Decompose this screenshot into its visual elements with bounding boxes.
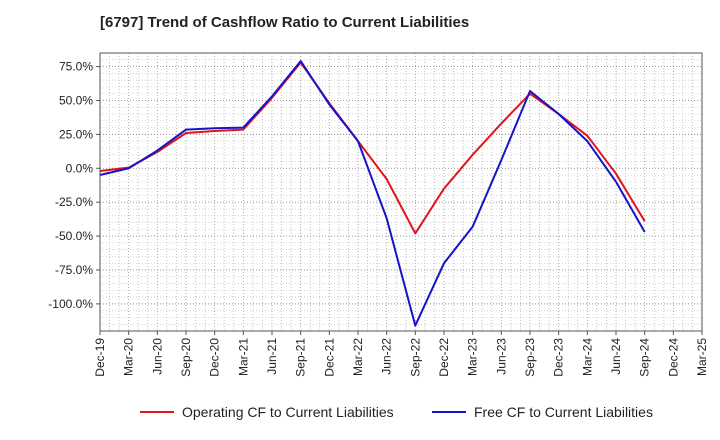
x-tick-label: Dec-19 — [93, 338, 107, 377]
x-tick-label: Dec-20 — [208, 338, 222, 377]
x-tick-label: Dec-22 — [437, 338, 451, 377]
x-tick-label: Sep-24 — [638, 338, 652, 377]
x-tick-label: Jun-22 — [380, 338, 394, 375]
x-tick-label: Sep-21 — [294, 338, 308, 377]
x-tick-label: Mar-21 — [236, 338, 250, 376]
y-tick-label: 50.0% — [59, 93, 93, 107]
x-tick-label: Jun-21 — [265, 338, 279, 375]
y-tick-label: -100.0% — [48, 297, 93, 311]
chart-title: [6797] Trend of Cashflow Ratio to Curren… — [100, 14, 470, 31]
y-tick-label: 0.0% — [66, 161, 94, 175]
x-tick-label: Sep-20 — [179, 338, 193, 377]
legend: Operating CF to Current Liabilities Free… — [0, 404, 720, 426]
y-tick-label: -75.0% — [55, 263, 93, 277]
x-tick-label: Mar-23 — [466, 338, 480, 376]
x-tick-label: Dec-21 — [322, 338, 336, 377]
x-tick-label: Sep-23 — [523, 338, 537, 377]
y-tick-label: -25.0% — [55, 195, 93, 209]
legend-item-free-cf: Free CF to Current Liabilities — [432, 404, 653, 420]
x-tick-label: Sep-22 — [408, 338, 422, 377]
x-tick-label: Jun-23 — [494, 338, 508, 375]
x-tick-label: Jun-20 — [150, 338, 164, 375]
x-tick-label: Dec-24 — [666, 338, 680, 377]
x-tick-label: Mar-25 — [695, 338, 709, 376]
x-tick-label: Mar-20 — [122, 338, 136, 376]
x-tick-label: Mar-24 — [580, 338, 594, 376]
legend-item-operating-cf: Operating CF to Current Liabilities — [140, 404, 394, 420]
y-tick-label: -50.0% — [55, 229, 93, 243]
x-tick-label: Jun-24 — [609, 338, 623, 375]
plot-frame — [99, 52, 703, 332]
x-tick-label: Mar-22 — [351, 338, 365, 376]
x-tick-label: Dec-23 — [552, 338, 566, 377]
y-tick-label: 25.0% — [59, 127, 93, 141]
legend-label-free-cf: Free CF to Current Liabilities — [474, 404, 653, 420]
legend-label-operating-cf: Operating CF to Current Liabilities — [182, 404, 394, 420]
legend-swatch-operating-cf — [140, 411, 174, 413]
legend-swatch-free-cf — [432, 411, 466, 413]
y-tick-label: 75.0% — [59, 60, 93, 74]
series-line-free-cf — [99, 60, 646, 327]
